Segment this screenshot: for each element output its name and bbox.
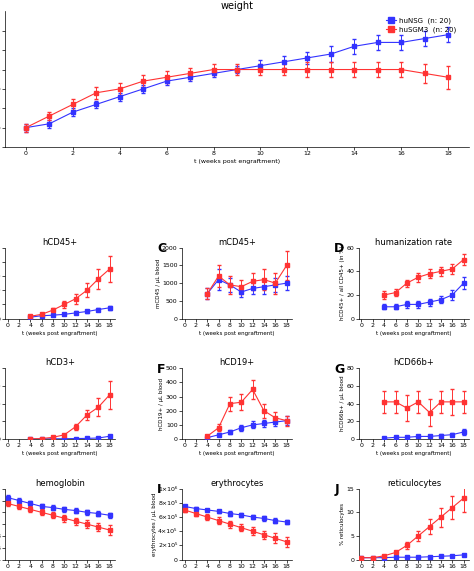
Title: hCD3+: hCD3+	[45, 359, 75, 367]
Title: hCD66b+: hCD66b+	[393, 359, 434, 367]
Title: hCD19+: hCD19+	[219, 359, 255, 367]
X-axis label: t (weeks post engraftment): t (weeks post engraftment)	[199, 451, 275, 456]
Text: G: G	[334, 363, 345, 376]
X-axis label: t (weeks post engraftment): t (weeks post engraftment)	[22, 331, 98, 336]
Text: D: D	[334, 242, 345, 255]
Text: I: I	[157, 483, 162, 496]
Legend: huNSG  (n: 20), huSGM3  (n: 20): huNSG (n: 20), huSGM3 (n: 20)	[386, 18, 456, 33]
Title: hemoglobin: hemoglobin	[35, 479, 85, 488]
X-axis label: t (weeks post engraftment): t (weeks post engraftment)	[376, 451, 452, 456]
Y-axis label: % reticulocytes: % reticulocytes	[340, 503, 346, 545]
Title: hCD45+: hCD45+	[43, 238, 78, 247]
X-axis label: t (weeks post engraftment): t (weeks post engraftment)	[194, 159, 280, 164]
Title: reticulocytes: reticulocytes	[387, 479, 441, 488]
Title: weight: weight	[220, 1, 254, 11]
Text: J: J	[334, 483, 339, 496]
Text: C: C	[157, 242, 166, 255]
Text: F: F	[157, 363, 166, 376]
Y-axis label: mCD45 / μL blood: mCD45 / μL blood	[155, 259, 161, 308]
X-axis label: t (weeks post engraftment): t (weeks post engraftment)	[376, 331, 452, 336]
Title: humanization rate: humanization rate	[375, 238, 453, 247]
Title: erythrocytes: erythrocytes	[210, 479, 264, 488]
X-axis label: t (weeks post engraftment): t (weeks post engraftment)	[199, 331, 275, 336]
X-axis label: t (weeks post engraftment): t (weeks post engraftment)	[22, 451, 98, 456]
Y-axis label: hCD19+ / μL blood: hCD19+ / μL blood	[159, 377, 164, 430]
Y-axis label: erythrocytes / μL blood: erythrocytes / μL blood	[152, 492, 157, 556]
Y-axis label: hCD66b+ / μL blood: hCD66b+ / μL blood	[340, 376, 345, 432]
Y-axis label: hCD45+ / all CD45+ (in %): hCD45+ / all CD45+ (in %)	[340, 246, 345, 320]
Title: mCD45+: mCD45+	[218, 238, 256, 247]
